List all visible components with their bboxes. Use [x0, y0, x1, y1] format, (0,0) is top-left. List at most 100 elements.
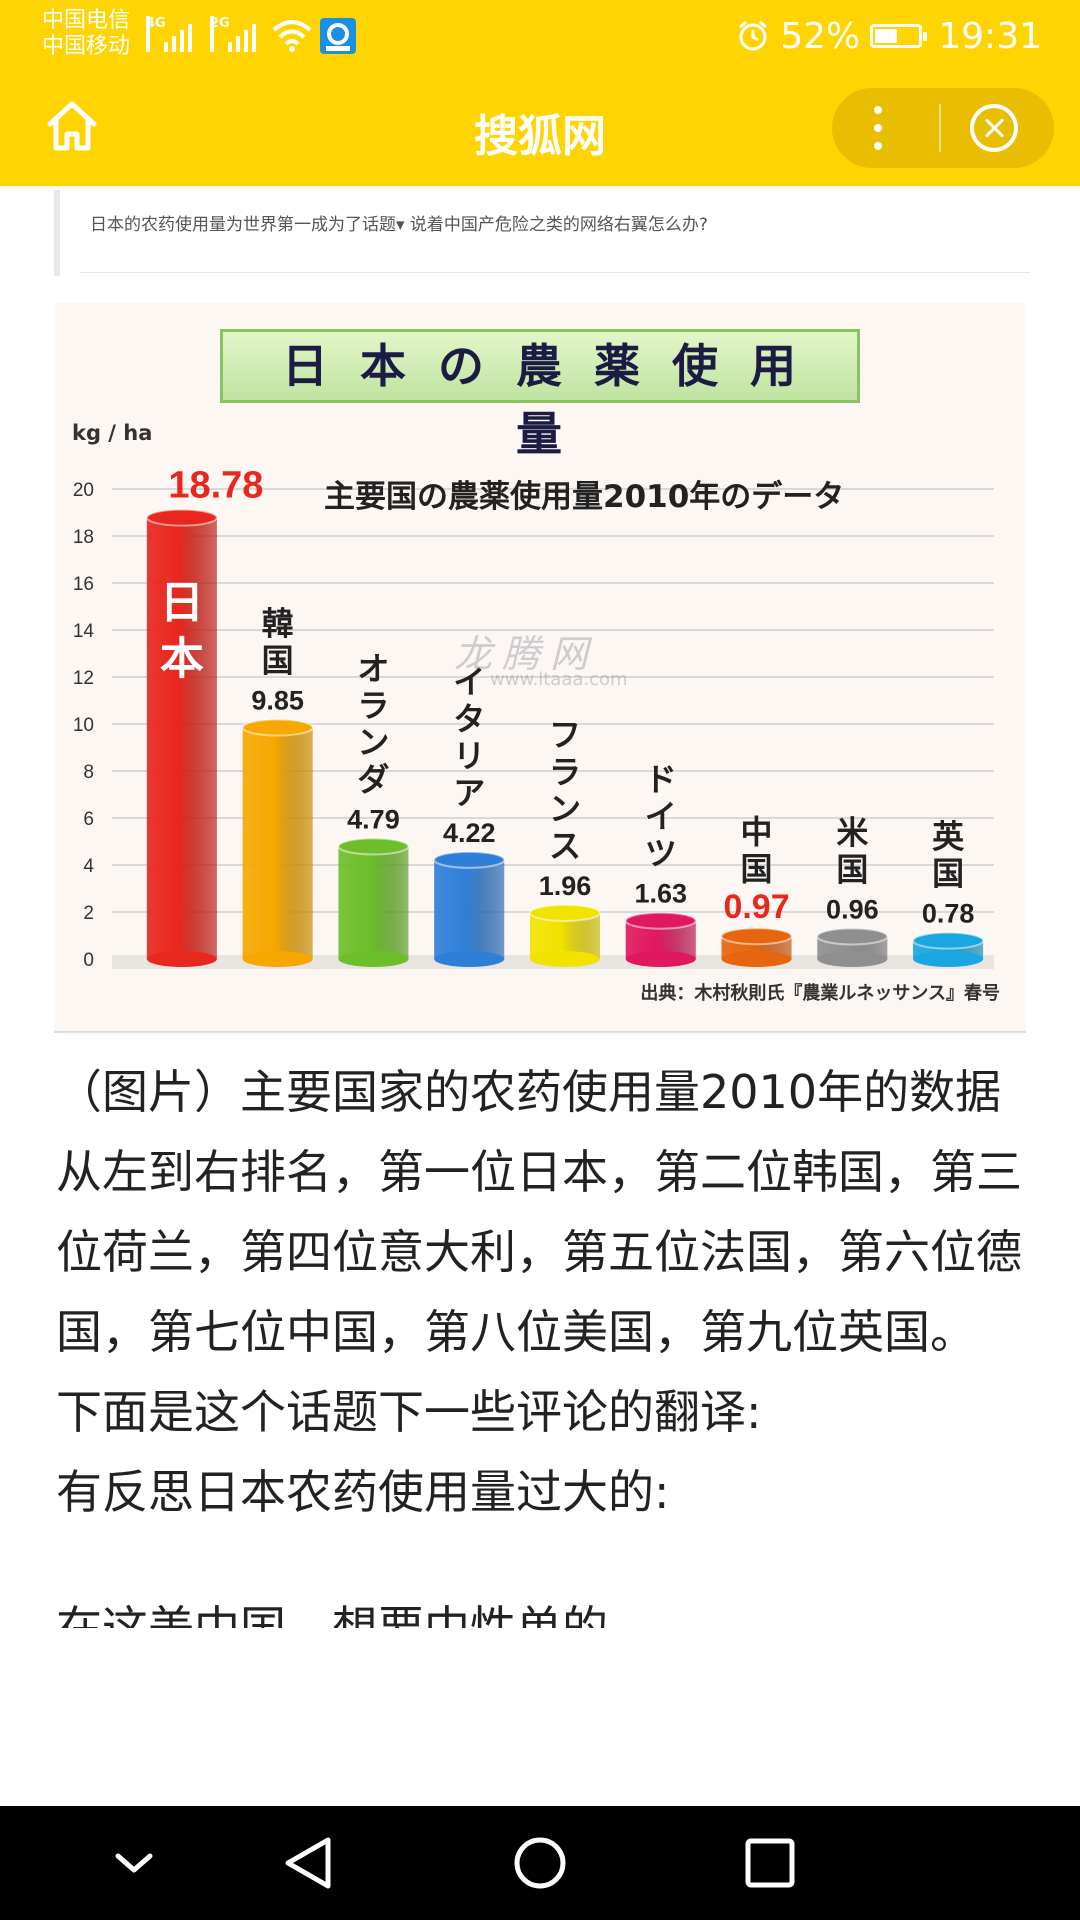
category-label: ダ: [357, 760, 389, 798]
carrier-2: 中国移动: [42, 34, 131, 59]
watermark-logo: 龙腾网: [454, 632, 599, 676]
bar-cap: [816, 927, 889, 946]
category-label: ラ: [549, 753, 581, 791]
category-label: ス: [549, 827, 581, 865]
chevron-down-icon[interactable]: [74, 1806, 194, 1920]
bar-base: [434, 951, 505, 967]
bar-cap: [720, 927, 793, 946]
home-icon[interactable]: [42, 96, 102, 156]
value-label: 0.96: [826, 894, 879, 924]
category-label: ツ: [645, 835, 677, 873]
category-label: 国: [741, 850, 773, 888]
category-label: 国: [836, 850, 868, 888]
category-label: ド: [645, 761, 677, 799]
category-label: 国: [932, 855, 964, 893]
bar-cap: [624, 911, 697, 930]
y-tick-label: 4: [83, 856, 94, 877]
recents-icon[interactable]: [710, 1806, 830, 1920]
chart-title: 日本の農薬使用量: [220, 329, 860, 461]
y-tick-label: 2: [83, 903, 94, 924]
home-circle-icon[interactable]: [480, 1806, 600, 1920]
value-label: 18.78: [168, 465, 263, 507]
value-label: 4.22: [443, 818, 496, 848]
bar-base: [721, 951, 792, 967]
watermark-url: www.ltaaa.com: [490, 669, 628, 690]
chart-source: 出典：木村秋則氏『農業ルネッサンス』春号: [640, 983, 1000, 1004]
category-label: フ: [549, 716, 581, 754]
quoted-caption: 日本的农药使用量为世界第一成为了话题▾ 说着中国产危险之类的网络右翼怎么办?: [54, 190, 1030, 276]
value-label: 1.96: [539, 871, 592, 901]
y-tick-label: 14: [73, 621, 95, 642]
category-label: 中: [741, 813, 773, 851]
status-right: 52% 19:31: [736, 14, 1042, 58]
y-tick-label: 0: [83, 950, 94, 971]
intro-paragraph: 下面是这个话题下一些评论的翻译:: [56, 1385, 762, 1439]
battery-percent: 52%: [780, 15, 861, 57]
category-label: 本: [160, 634, 204, 685]
y-tick-label: 12: [73, 668, 94, 689]
category-label: ン: [549, 790, 581, 828]
category-label: 韓: [262, 605, 294, 643]
chart-plot: 02468101214161820日本18.789.85韓国4.79オランダ4.…: [73, 465, 994, 971]
bar-cap: [529, 903, 601, 922]
category-label: 米: [836, 813, 868, 851]
value-label: 9.85: [251, 686, 304, 716]
carrier-1: 中国电信: [42, 8, 131, 33]
y-tick-label: 10: [73, 715, 94, 736]
bar-base: [913, 951, 984, 967]
bar-cap: [337, 837, 410, 856]
signal-icon: 4G: [146, 16, 198, 52]
value-label: 4.79: [347, 804, 400, 834]
divider: [80, 272, 1030, 273]
bar-base: [530, 951, 600, 967]
clock: 19:31: [938, 15, 1042, 57]
system-nav-bar: [0, 1806, 1080, 1920]
ranking-paragraph: 从左到右排名，第一位日本，第二位韩国，第三位荷兰，第四位意大利，第五位法国，第六…: [56, 1145, 1022, 1359]
category-label: ン: [357, 723, 389, 761]
category-label: タ: [453, 700, 485, 738]
bar-base: [146, 951, 217, 967]
bar-cap: [145, 508, 218, 527]
pesticide-chart-image[interactable]: 0 2 4 6 8 10 12 14 16 18 20 日本 18.78 9.85 韓国 4.79 オランダ 4.…: [54, 303, 1026, 1033]
category-label: イ: [645, 798, 677, 836]
bar-cap: [912, 931, 985, 950]
y-tick-label: 20: [73, 480, 94, 501]
more-icon[interactable]: [874, 106, 884, 150]
close-icon[interactable]: [970, 104, 1018, 152]
value-label: 0.78: [922, 899, 975, 929]
bar-cap: [433, 850, 506, 869]
mini-program-capsule: [832, 88, 1054, 168]
category-label: ア: [453, 774, 485, 812]
category-label: 日: [160, 578, 204, 629]
bar-fill: [338, 846, 409, 959]
bar-fill: [242, 727, 313, 959]
status-bar: 中国电信 中国移动 4G 2G 52% 19:31: [0, 0, 1080, 70]
category-label: 英: [932, 818, 965, 856]
cut-off-line: 在这美中国，想要中性单的: [56, 1601, 608, 1628]
bar-fill: [434, 859, 505, 959]
bar-fill: [146, 517, 217, 959]
app-notification-icon: [320, 18, 356, 54]
bar-base: [817, 951, 888, 967]
app-bar: 搜狐网: [0, 70, 1080, 186]
y-tick-label: 6: [83, 809, 94, 830]
category-label: ラ: [357, 686, 389, 724]
carrier-labels: 中国电信 中国移动: [42, 8, 130, 60]
y-tick-label: 8: [83, 762, 94, 783]
quoted-caption-text: 日本的农药使用量为世界第一成为了话题▾ 说着中国产危险之类的网络右翼怎么办?: [90, 215, 708, 235]
battery-icon: [870, 24, 928, 48]
back-icon[interactable]: [250, 1806, 370, 1920]
bar-base: [625, 951, 696, 967]
y-tick-label: 16: [73, 574, 94, 595]
bar-base: [338, 951, 409, 967]
category-label: イ: [453, 663, 485, 701]
image-caption: （图片）主要国家的农药使用量2010年的数据: [56, 1065, 1002, 1119]
y-tick-label: 18: [73, 527, 94, 548]
y-axis-label: kg / ha: [72, 421, 153, 445]
chart-subtitle: 主要国の農薬使用量2010年のデータ: [324, 479, 845, 515]
page-title: 搜狐网: [474, 111, 606, 162]
value-label: 0.97: [723, 888, 789, 926]
capsule-divider: [939, 104, 941, 152]
category-label: リ: [453, 737, 485, 775]
signal-icon: 2G: [210, 16, 262, 52]
